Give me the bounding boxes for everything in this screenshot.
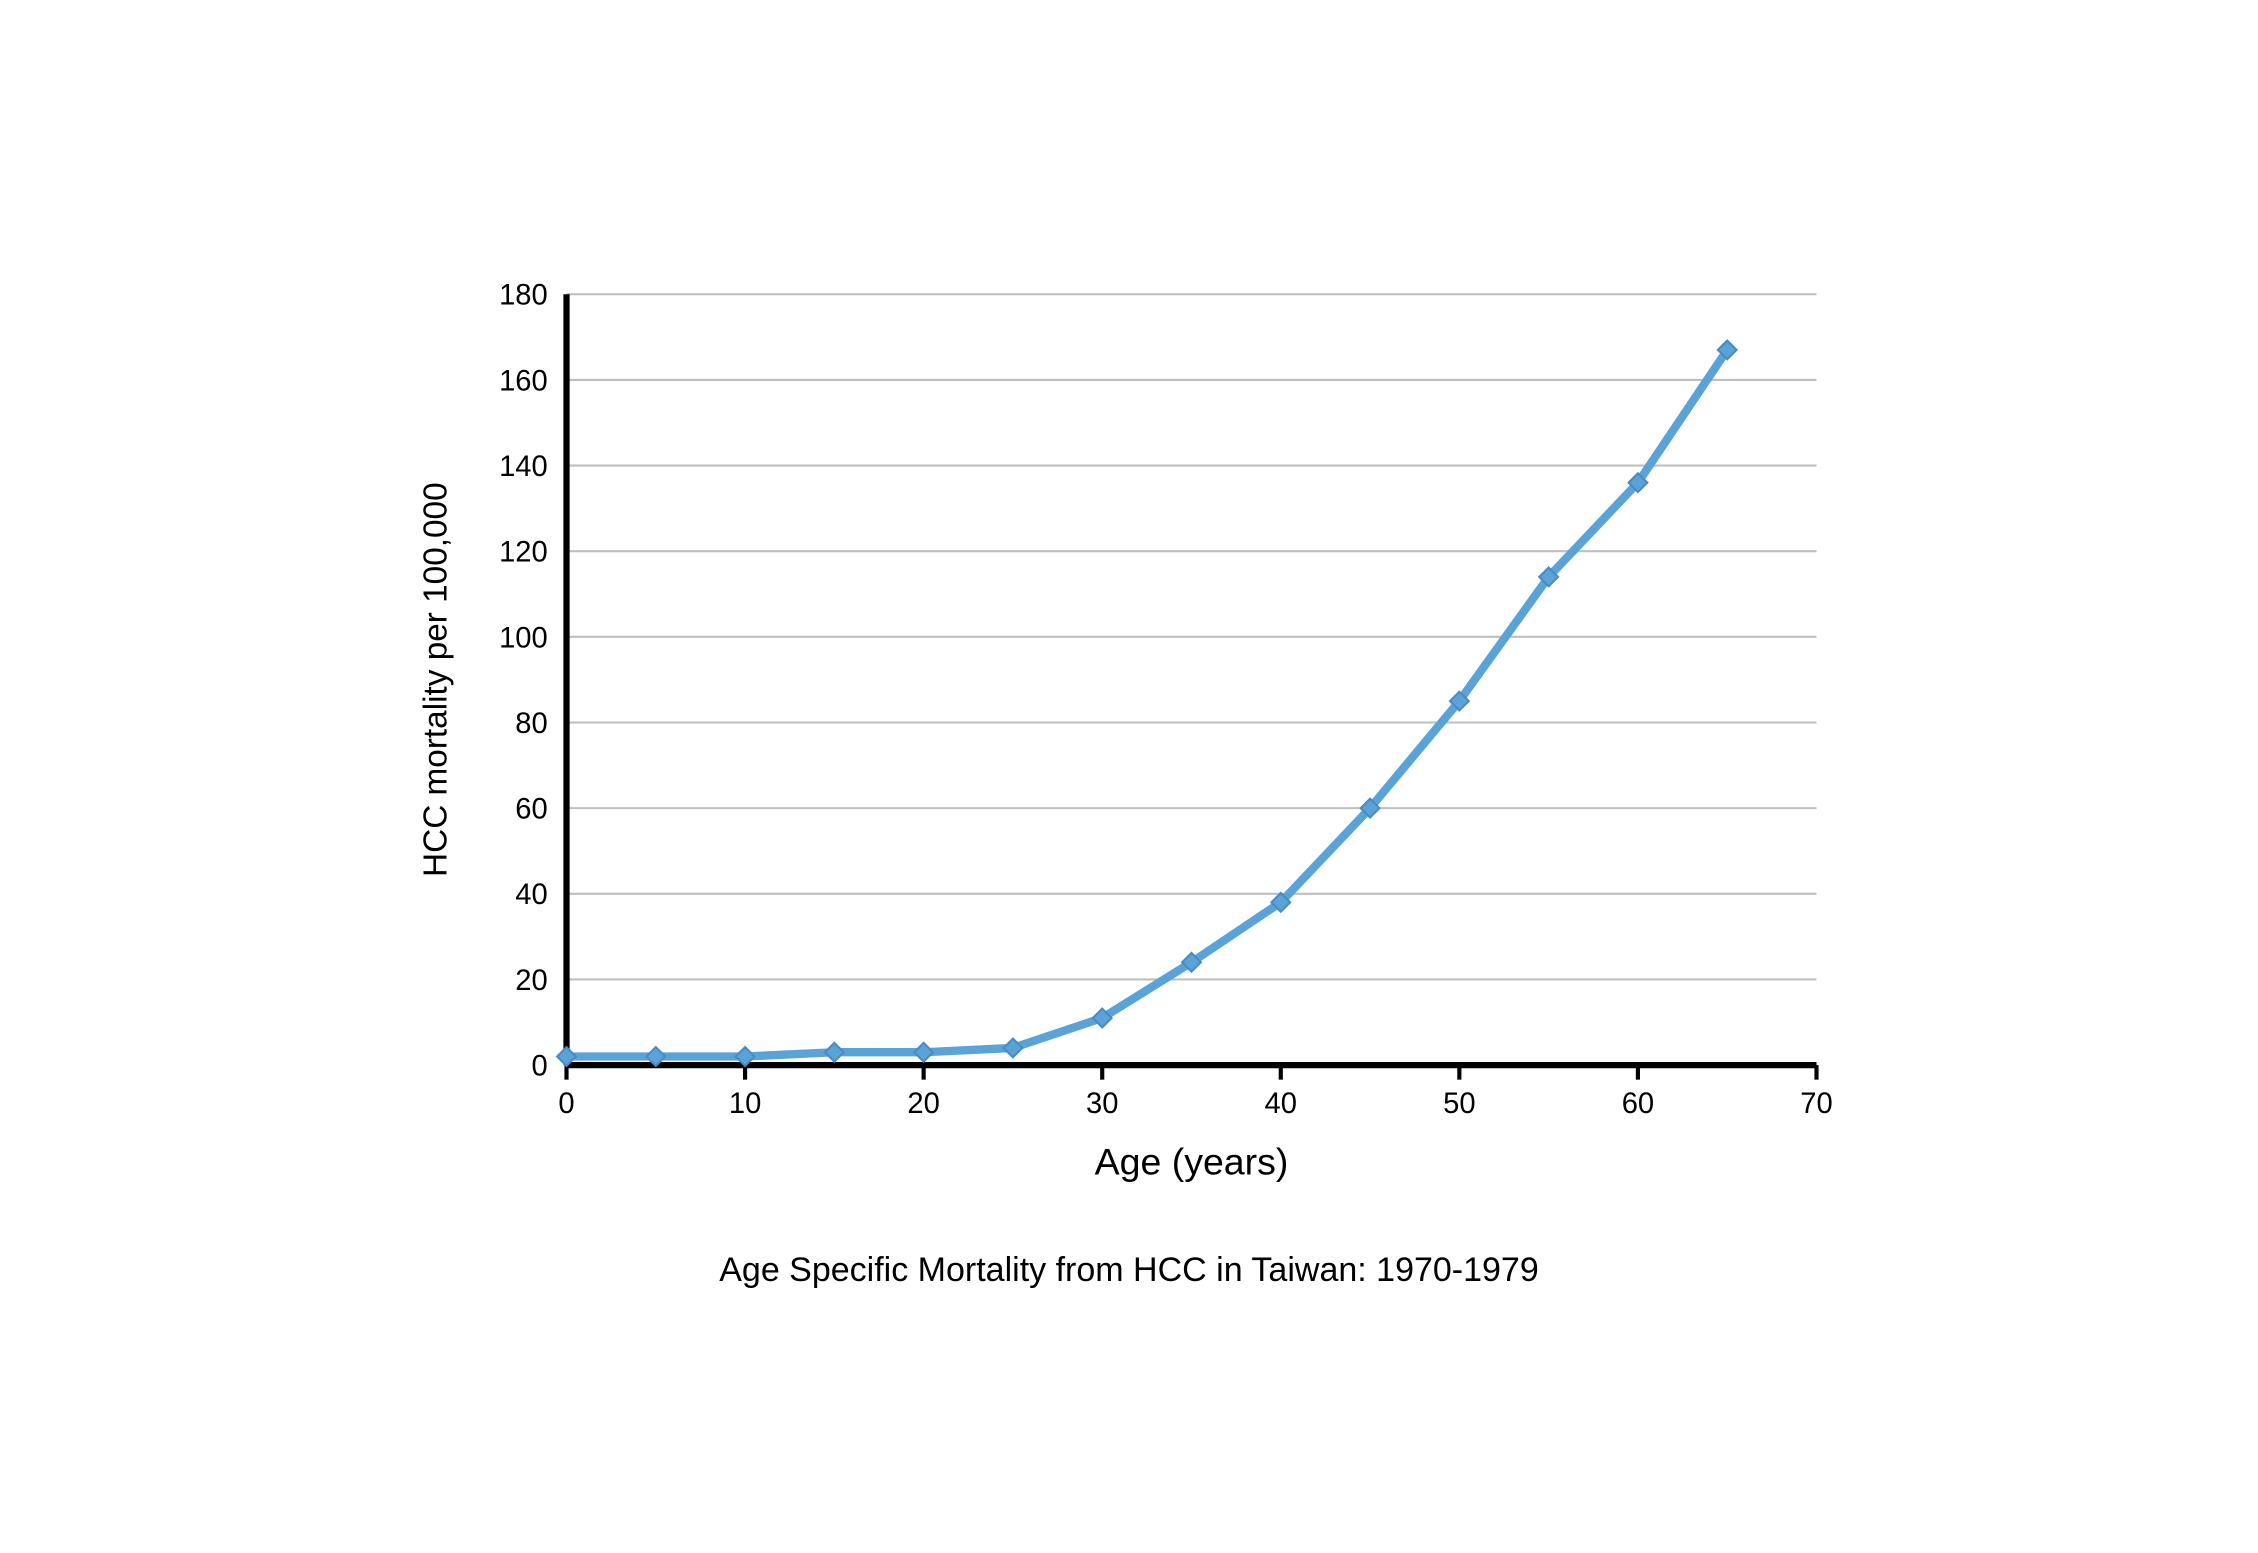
x-tick-label: 40 (1265, 1088, 1297, 1120)
chart-caption: Age Specific Mortality from HCC in Taiwa… (379, 1251, 1879, 1290)
y-tick-label: 120 (499, 537, 548, 569)
data-marker (825, 1043, 844, 1062)
y-tick-label: 140 (499, 451, 548, 483)
y-tick-label: 80 (515, 708, 547, 740)
y-tick-label: 160 (499, 365, 548, 397)
gridlines (567, 294, 1817, 979)
y-tick-label: 0 (532, 1051, 548, 1083)
x-tick-label: 50 (1443, 1088, 1475, 1120)
x-axis-label: Age (years) (1095, 1140, 1289, 1182)
x-tick-label: 20 (907, 1088, 939, 1120)
y-tick-label: 100 (499, 622, 548, 654)
y-tick-label: 180 (499, 280, 548, 312)
x-tick-label: 30 (1086, 1088, 1118, 1120)
y-ticks: 0 20 40 60 80 100 120 140 160 180 (499, 280, 548, 1083)
y-tick-label: 40 (515, 879, 547, 911)
x-tick-label: 70 (1800, 1088, 1832, 1120)
data-series-line (567, 350, 1728, 1057)
axes (567, 294, 1817, 1065)
x-ticks: 0 10 20 30 40 50 60 70 (558, 1065, 1832, 1120)
y-tick-label: 60 (515, 794, 547, 826)
x-tick-label: 10 (729, 1088, 761, 1120)
x-tick-label: 60 (1622, 1088, 1654, 1120)
x-tick-label: 0 (558, 1088, 574, 1120)
hcc-mortality-chart: 0 10 20 30 40 50 60 70 0 20 40 60 80 100 120 140 160 180 H… (379, 263, 1879, 1211)
data-marker (914, 1043, 933, 1062)
data-markers (557, 341, 1736, 1066)
y-tick-label: 20 (515, 965, 547, 997)
y-axis-label: HCC mortality per 100,000 (418, 482, 455, 877)
